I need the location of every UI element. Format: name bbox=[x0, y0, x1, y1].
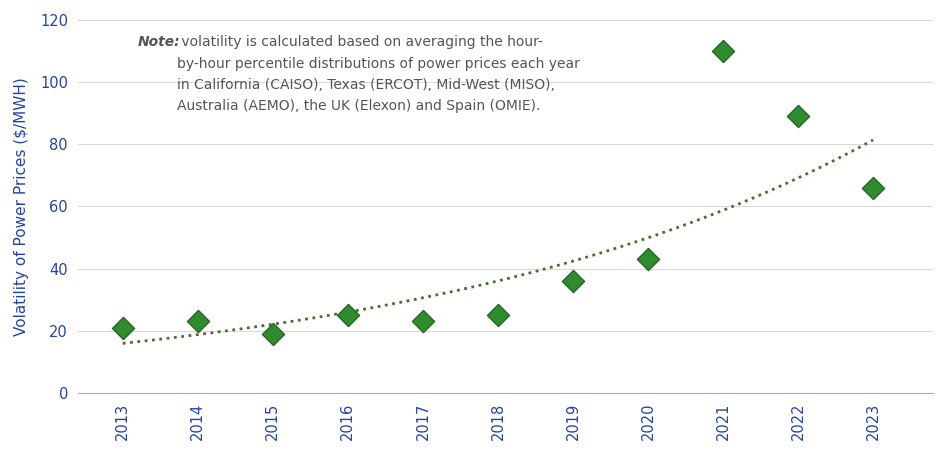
Point bbox=[715, 47, 730, 54]
Point bbox=[190, 318, 205, 325]
Point bbox=[866, 184, 881, 192]
Point bbox=[416, 318, 431, 325]
Y-axis label: Volatility of Power Prices ($/MWH): Volatility of Power Prices ($/MWH) bbox=[14, 77, 29, 336]
Point bbox=[265, 330, 280, 337]
Point bbox=[640, 256, 655, 263]
Point bbox=[491, 311, 506, 319]
Text: Note:: Note: bbox=[137, 35, 180, 49]
Point bbox=[116, 324, 131, 331]
Point bbox=[340, 311, 355, 319]
Text: volatility is calculated based on averaging the hour-
by-hour percentile distrib: volatility is calculated based on averag… bbox=[177, 35, 580, 113]
Point bbox=[791, 113, 806, 120]
Point bbox=[565, 277, 581, 285]
